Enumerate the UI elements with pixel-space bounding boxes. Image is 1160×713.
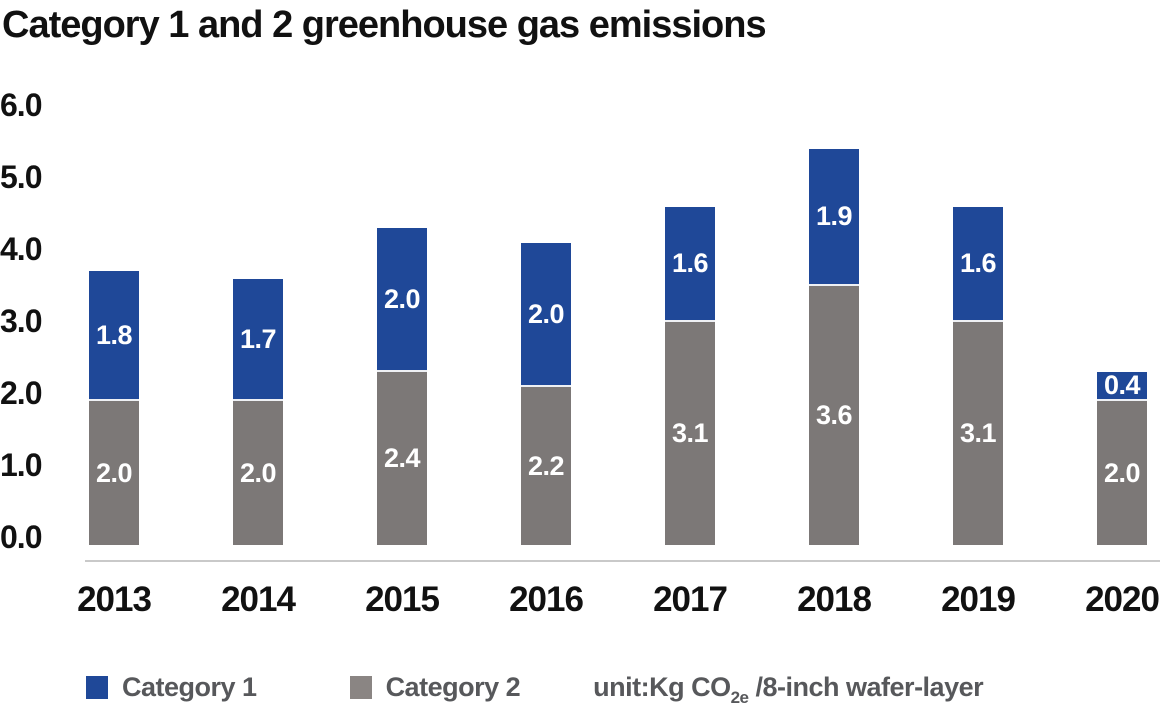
y-axis-tick-label: 1.0: [0, 447, 42, 483]
bar-segment-category1: 1.8: [89, 271, 139, 401]
y-axis-tick-label: 3.0: [0, 303, 42, 339]
unit-label-subscript: 2e: [730, 687, 749, 707]
unit-label: unit:Kg CO2e /8-inch wafer-layer: [593, 671, 984, 707]
bar-column-2015: 2.0 2.4: [377, 228, 427, 545]
x-axis-label-2013: 2013: [77, 580, 152, 619]
x-axis-line: [85, 560, 1160, 562]
bar-segment-category1: 1.6: [665, 207, 715, 322]
bar-segment-category2: 2.0: [1097, 401, 1147, 545]
bar-segment-category1: 1.9: [809, 149, 859, 286]
bar-segment-category2: 2.0: [89, 401, 139, 545]
y-axis-tick-label: 2.0: [0, 375, 42, 411]
segment-value-label: 2.0: [95, 457, 133, 488]
bar-segment-category1: 1.6: [953, 207, 1003, 322]
legend: Category 1 Category 2 unit:Kg CO2e /8-in…: [86, 671, 984, 707]
y-axis-tick-label: 4.0: [0, 231, 42, 267]
x-axis-label-2017: 2017: [653, 580, 728, 619]
unit-label-prefix: unit:Kg CO: [593, 671, 731, 702]
bar-segment-category2: 2.0: [233, 401, 283, 545]
legend-swatch-category1-icon: [86, 675, 108, 699]
bar-segment-category1: 2.0: [377, 228, 427, 372]
x-axis-label-2018: 2018: [797, 580, 872, 619]
bar-column-2013: 1.8 2.0: [89, 271, 139, 545]
bar-segment-category2: 3.1: [953, 322, 1003, 545]
bar-segment-category2: 3.6: [809, 286, 859, 545]
x-axis-label-2020: 2020: [1085, 580, 1160, 619]
y-axis-tick-label: 0.0: [0, 519, 42, 555]
bar-segment-category2: 2.4: [377, 372, 427, 545]
x-axis-label-2015: 2015: [365, 580, 440, 619]
segment-value-label: 3.1: [959, 418, 997, 448]
chart-title: Category 1 and 2 greenhouse gas emission…: [2, 4, 767, 46]
bar-segment-category2: 2.2: [521, 387, 571, 545]
segment-value-label: 1.6: [959, 248, 997, 278]
unit-label-suffix: /8-inch wafer-layer: [748, 671, 984, 702]
segment-value-label: 1.8: [95, 319, 133, 350]
bar-column-2017: 1.6 3.1: [665, 207, 715, 545]
y-axis-tick-label: 6.0: [0, 87, 42, 123]
bar-segment-category2: 3.1: [665, 322, 715, 545]
bar-column-2016: 2.0 2.2: [521, 243, 571, 545]
bar-column-2014: 1.7 2.0: [233, 279, 283, 545]
legend-label-category2: Category 2: [385, 671, 521, 702]
bar-segment-category1: 0.4: [1097, 372, 1147, 401]
segment-value-label: 2.0: [527, 298, 565, 329]
segment-value-label: 1.6: [671, 248, 709, 278]
segment-value-label: 3.6: [815, 400, 853, 430]
segment-value-label: 1.9: [815, 201, 853, 231]
segment-value-label: 2.4: [383, 443, 421, 473]
segment-value-label: 2.2: [527, 450, 565, 481]
x-axis-label-2019: 2019: [941, 580, 1016, 619]
legend-label-category1: Category 1: [122, 671, 257, 702]
x-axis-label-2016: 2016: [509, 580, 584, 619]
bar-column-2018: 1.9 3.6: [809, 149, 859, 545]
segment-value-label: 2.0: [239, 457, 277, 488]
segment-value-label: 1.7: [239, 323, 277, 354]
segment-value-label: 2.0: [383, 283, 421, 314]
bar-segment-category1: 1.7: [233, 279, 283, 401]
segment-value-label: 3.1: [671, 418, 709, 448]
x-axis-label-2014: 2014: [221, 580, 296, 619]
bar-column-2020: 0.4 2.0: [1097, 372, 1147, 545]
bar-segment-category1: 2.0: [521, 243, 571, 387]
legend-swatch-category2-icon: [349, 675, 372, 699]
bar-column-2019: 1.6 3.1: [953, 207, 1003, 545]
y-axis-tick-label: 5.0: [0, 159, 42, 195]
segment-value-label: 0.4: [1103, 370, 1141, 400]
segment-value-label: 2.0: [1103, 457, 1141, 488]
